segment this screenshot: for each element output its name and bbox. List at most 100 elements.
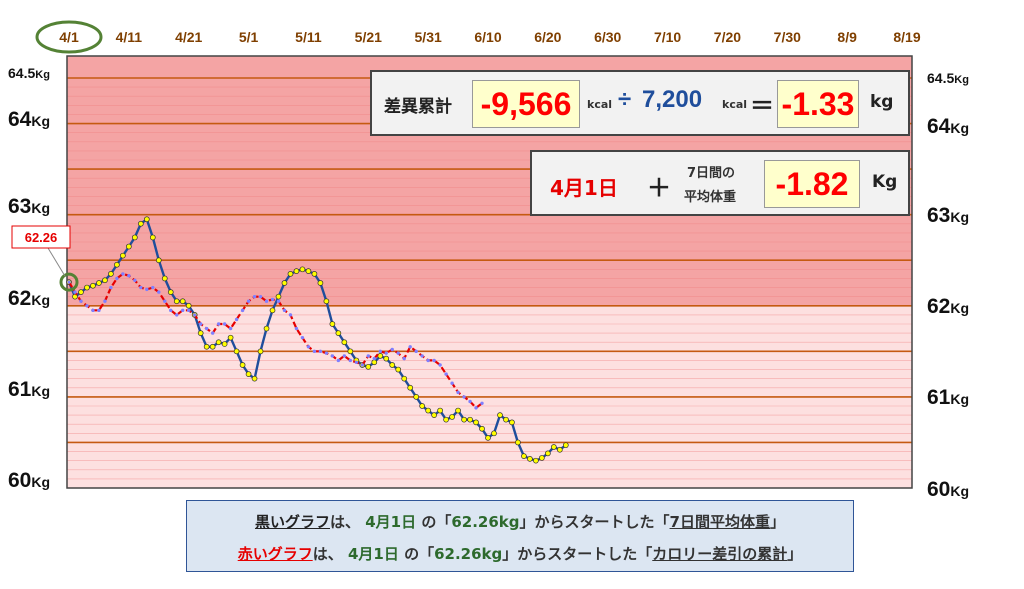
series-point-red [342,354,347,358]
kcal-unit-2: kcal [722,98,748,111]
equals-sign: ＝ [750,93,774,120]
series-point-black [329,321,336,327]
y-tick-label-right: 63Kg [927,204,969,227]
series-point-black [179,298,186,305]
series-point-black [96,280,102,286]
series-point-red [306,345,311,349]
series-point-black [562,442,569,449]
note-text: は、 [329,513,360,531]
series-point-black [533,457,539,464]
series-point-black [437,407,443,414]
x-tick-label: 6/30 [594,29,621,45]
series-point-black [197,330,204,336]
series-point-red [300,335,305,340]
x-tick-label: 5/21 [355,29,382,45]
series-point-black [72,293,78,300]
kcal-unit-1: kcal [587,98,613,111]
series-point-black [149,234,156,241]
series-point-red [468,399,472,404]
series-point-red [145,287,149,292]
note-weight: 62.26kg [434,545,503,563]
y-tick-label-left: 62Kg [8,287,50,310]
series-point-red [193,313,197,317]
series-line-red [68,272,483,410]
avg-result-value: -1.82 [764,160,860,208]
series-point-red [360,363,364,367]
series-point-red [139,285,143,290]
series-point-black [365,363,372,370]
series-point-black [485,435,491,441]
series-point-red [97,308,101,313]
series-point-red [282,308,287,313]
y-tick-label-right: 61Kg [927,386,969,409]
series-point-black [209,343,216,350]
series-point-red [79,299,83,303]
series-point-black [556,446,563,453]
series-point-black [227,334,234,341]
note-text: は、 [312,545,343,563]
series-point-black [84,284,90,291]
series-point-black [90,282,96,289]
series-point-red [288,313,293,317]
series-point-black [257,348,264,355]
x-tick-label: 4/21 [175,29,202,45]
series-point-black [287,271,294,277]
series-point-red [103,299,107,303]
note-date: 4月1日 [347,545,399,563]
series-point-black [131,234,138,241]
series-point-black [155,257,162,264]
series-point-red [240,308,245,313]
series-point-black [509,419,515,426]
series-point-black [383,355,390,362]
series-point-black [431,412,437,418]
y-tick-label-right: 60Kg [927,478,969,501]
series-point-black [203,343,210,350]
series-point-black [395,366,402,373]
note-what: カロリー差引の累計 [652,545,788,563]
series-point-black [221,341,228,347]
series-point-red [85,304,89,308]
series-point-red [246,299,251,303]
start-callout-box [11,225,71,249]
series-point-black [102,277,108,284]
x-tick-label: 4/1 [59,29,79,45]
series-point-black [311,271,318,277]
series-point-black [167,289,174,295]
series-point-black [233,348,240,355]
series-point-black [281,280,288,286]
x-tick-label: 6/20 [534,29,561,45]
series-point-red [396,351,400,355]
series-point-black [479,425,485,432]
kg-unit-2: Kg [872,172,898,192]
series-point-red [67,280,71,284]
series-point-black [497,412,503,418]
series-point-black [245,371,252,377]
series-point-red [354,360,359,364]
note-text: 」からスタートした「 [519,513,670,531]
series-point-black [335,330,342,336]
series-point-red [151,285,155,290]
series-point-red [252,294,257,299]
start-value-label: 62.26 [25,230,58,245]
series-point-black [78,289,84,295]
avg-label-1: 7日間の [687,166,736,181]
series-point-black [293,268,300,275]
series-point-black [377,353,384,359]
series-point-red [276,299,281,303]
x-tick-label: 8/19 [893,29,920,45]
plot-frame [66,55,913,489]
series-point-red [187,308,191,313]
series-point-red [115,276,119,281]
series-point-black [143,216,150,223]
series-point-black [491,430,497,437]
series-point-red [384,351,388,355]
series-point-red [414,349,418,354]
series-point-black [413,394,420,400]
x-tick-label: 4/11 [116,29,143,45]
series-point-red [270,297,275,302]
series-point-red [222,322,227,326]
series-point-red [462,395,466,399]
series-point-black [269,307,276,314]
series-point-black [443,416,449,423]
plus-sign: ＋ [647,174,671,202]
